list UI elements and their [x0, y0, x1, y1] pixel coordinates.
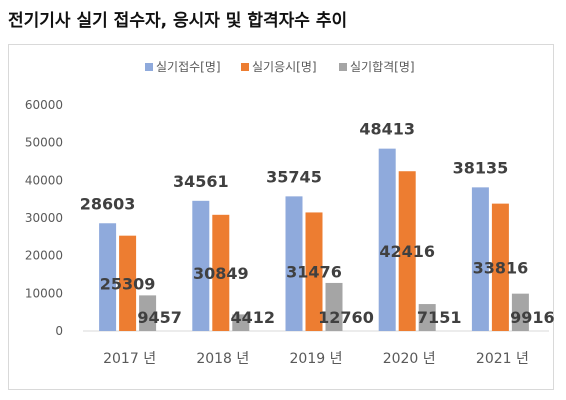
chart-area: 0 10000 20000 30000 40000 50000 60000 실기접수[명] 실기…: [8, 44, 555, 390]
y-tick-label: 30000: [25, 211, 63, 225]
bar: [99, 223, 117, 331]
y-tick-label: 60000: [25, 98, 63, 112]
bar: [398, 171, 416, 331]
x-category-label: 2019 년: [290, 351, 343, 367]
bar: [212, 214, 230, 331]
data-label: 28603: [80, 194, 136, 213]
y-tick-label: 40000: [25, 173, 63, 187]
bar: [378, 148, 396, 331]
bar: [192, 200, 210, 331]
chart-title: 전기기사 실기 접수자, 응시자 및 합격자수 추이: [8, 11, 348, 31]
bar: [139, 295, 157, 331]
data-label: 12760: [318, 308, 374, 327]
data-label: 48413: [359, 120, 415, 139]
legend-swatch: [339, 63, 347, 71]
legend-swatch: [145, 63, 153, 71]
bar: [418, 304, 436, 331]
data-label: 33816: [473, 258, 529, 277]
data-label: 7151: [417, 308, 462, 327]
data-label: 42416: [379, 242, 435, 261]
bar: [325, 282, 343, 331]
data-label: 38135: [453, 158, 509, 177]
bar: [471, 187, 489, 331]
legend-label: 실기응시[명]: [252, 60, 317, 74]
bar-chart: 0 10000 20000 30000 40000 50000 60000 실기접수[명] 실기…: [25, 60, 555, 367]
bar: [232, 314, 250, 331]
y-tick-label: 20000: [25, 249, 63, 263]
data-label: 9916: [510, 308, 555, 327]
legend-swatch: [241, 63, 249, 71]
y-tick-label: 0: [55, 324, 63, 338]
bar: [511, 293, 529, 331]
legend-label: 실기접수[명]: [156, 60, 221, 74]
bar: [119, 235, 137, 331]
legend-label: 실기합격[명]: [350, 60, 415, 74]
y-tick-label: 50000: [25, 136, 63, 150]
bar: [305, 212, 323, 331]
x-category-label: 2020 년: [383, 351, 436, 367]
x-category-label: 2018 년: [196, 351, 249, 367]
bar: [491, 203, 509, 331]
x-category-label: 2021 년: [476, 351, 529, 367]
x-category-label: 2017 년: [103, 351, 156, 367]
data-label: 4412: [231, 308, 276, 327]
data-label: 25309: [100, 274, 156, 293]
data-label: 35745: [266, 167, 322, 186]
data-label: 30849: [193, 264, 249, 283]
data-label: 34561: [173, 172, 229, 191]
data-label: 9457: [137, 308, 182, 327]
bar: [285, 196, 303, 331]
y-tick-label: 10000: [25, 286, 63, 300]
data-label: 31476: [286, 263, 342, 282]
